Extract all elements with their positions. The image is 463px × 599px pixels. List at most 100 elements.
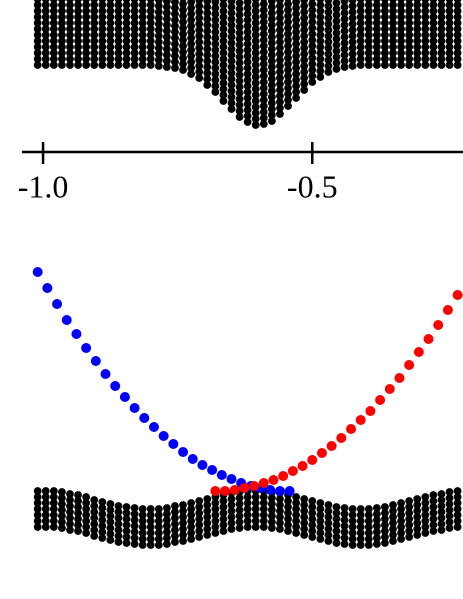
dot (267, 524, 276, 532)
dot (90, 7, 99, 15)
dot (332, 17, 341, 25)
dot (421, 0, 430, 3)
dot (259, 120, 268, 128)
dot (243, 70, 252, 78)
dot (74, 19, 82, 27)
dot (90, 61, 99, 69)
dot (98, 534, 107, 542)
dot (324, 507, 333, 515)
dot (49, 55, 58, 63)
dot (413, 525, 422, 533)
dot (98, 528, 107, 536)
dot (49, 49, 58, 57)
dot (267, 494, 276, 502)
dot (413, 61, 422, 69)
dot (106, 7, 115, 15)
dot (154, 535, 163, 543)
dot (348, 62, 357, 70)
dot (413, 507, 422, 515)
dot (33, 499, 42, 507)
dot (235, 53, 244, 61)
dot-column (332, 0, 341, 73)
dot (251, 13, 260, 21)
dot (58, 13, 66, 21)
dot (195, 515, 204, 523)
dot (421, 43, 430, 51)
dot (227, 105, 236, 113)
dot (106, 500, 115, 508)
dot (316, 25, 325, 33)
dot (251, 43, 260, 51)
dot (243, 100, 252, 108)
dot (33, 55, 42, 63)
dot (227, 93, 236, 101)
dot (227, 525, 236, 533)
dot (122, 515, 131, 523)
dot-column (122, 503, 131, 547)
dot (49, 487, 58, 495)
dot (41, 55, 50, 63)
dot (179, 24, 187, 32)
dot (49, 43, 58, 51)
dot (276, 80, 284, 88)
dot (235, 524, 244, 532)
dot (33, 487, 42, 495)
dot (171, 46, 179, 54)
dot (74, 55, 82, 63)
dot (276, 507, 284, 515)
dot (114, 31, 123, 39)
dot-column (267, 488, 276, 532)
dot (405, 13, 414, 21)
dot (122, 509, 131, 517)
dot (332, 23, 341, 31)
dot (74, 0, 82, 3)
dot (138, 517, 147, 525)
dot (397, 61, 405, 69)
dot (90, 43, 99, 51)
dot (146, 511, 155, 519)
dot (405, 515, 414, 523)
point (258, 478, 269, 488)
dot (276, 519, 284, 527)
dot (381, 7, 389, 15)
dot (154, 529, 163, 537)
dot (324, 32, 333, 40)
dot (187, 22, 196, 30)
dot (453, 505, 462, 513)
dot (74, 7, 82, 15)
dot (251, 19, 260, 27)
point (249, 481, 260, 491)
dot (364, 7, 373, 15)
dot (187, 16, 196, 24)
dot (340, 510, 349, 518)
dot (284, 527, 292, 535)
dot (267, 87, 276, 95)
dot (405, 521, 414, 529)
dot (243, 34, 252, 42)
dot (235, 23, 244, 31)
point (326, 441, 337, 451)
dot (324, 44, 333, 52)
dot (114, 25, 123, 33)
dot (90, 55, 99, 63)
dot (364, 541, 373, 549)
dot (267, 518, 276, 526)
dot (267, 57, 276, 65)
dot-column (130, 504, 139, 548)
dot (421, 13, 430, 21)
dot (179, 6, 187, 14)
dot (292, 64, 301, 72)
dot (235, 35, 244, 43)
dot (300, 26, 309, 34)
dot (82, 25, 91, 33)
dot (324, 14, 333, 22)
dot (50, 0, 58, 3)
dot (203, 63, 212, 71)
dot (162, 51, 171, 59)
dot (300, 74, 309, 82)
dot (308, 36, 317, 44)
dot (227, 87, 236, 95)
dot (267, 0, 276, 5)
dot (259, 90, 268, 98)
dot (284, 84, 292, 92)
